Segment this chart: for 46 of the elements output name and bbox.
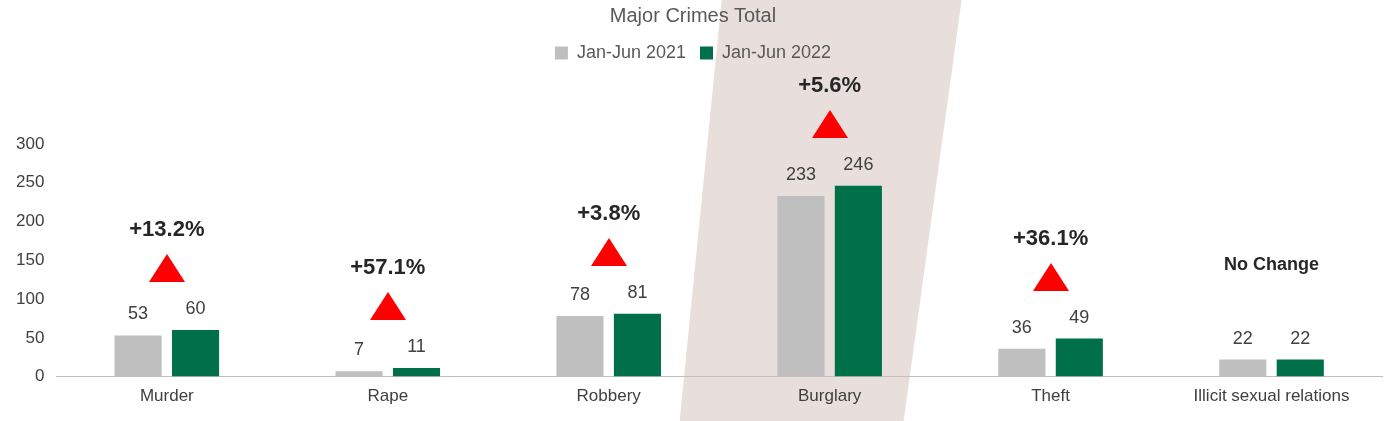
y-tick-label: 100 — [15, 288, 45, 308]
legend-label: Jan-Jun 2021 — [576, 41, 687, 62]
bar — [335, 371, 383, 377]
y-tick-label: 250 — [15, 172, 45, 192]
annotation: +13.2% — [129, 216, 205, 242]
chart-title: Major Crimes Total — [609, 3, 777, 26]
data-label: 53 — [128, 303, 149, 324]
data-label: 36 — [1011, 316, 1032, 337]
bar — [998, 348, 1046, 377]
y-tick-label: 300 — [15, 133, 45, 153]
data-label: 7 — [354, 339, 365, 360]
x-tick-label: Theft — [1031, 386, 1071, 406]
x-tick-label: Burglary — [798, 386, 862, 406]
y-tick-label: 50 — [25, 327, 45, 347]
x-tick-label: Robbery — [576, 386, 642, 406]
data-label: 22 — [1290, 327, 1311, 348]
data-label: 49 — [1069, 306, 1090, 327]
bar — [777, 195, 825, 377]
bar — [1055, 338, 1103, 377]
bar — [1219, 359, 1267, 377]
x-tick-label: Illicit sexual relations — [1193, 386, 1350, 406]
annotation: +36.1% — [1012, 224, 1089, 250]
data-label: 60 — [185, 298, 206, 319]
bar — [114, 335, 162, 377]
data-label: 22 — [1232, 327, 1253, 348]
bar — [1276, 359, 1324, 377]
annotation: +3.8% — [577, 199, 641, 225]
data-label: 233 — [785, 163, 816, 184]
annotation: +57.1% — [350, 254, 426, 280]
bar — [556, 316, 604, 377]
data-label: 81 — [627, 281, 648, 302]
data-label: 11 — [407, 336, 426, 357]
bar — [172, 330, 220, 377]
y-tick-label: 0 — [34, 366, 45, 386]
legend-label: Jan-Jun 2022 — [722, 41, 832, 62]
y-tick-label: 150 — [15, 249, 45, 269]
y-tick-label: 200 — [15, 211, 45, 231]
data-label: 78 — [569, 284, 591, 305]
data-label: 246 — [843, 153, 874, 174]
text: +5.6% — [798, 71, 862, 97]
bar — [613, 313, 661, 377]
bar — [392, 368, 441, 377]
x-tick-label: Rape — [367, 386, 409, 406]
bar — [834, 185, 882, 377]
x-tick-label: Murder — [139, 386, 195, 406]
annotation: No Change — [1224, 253, 1320, 274]
